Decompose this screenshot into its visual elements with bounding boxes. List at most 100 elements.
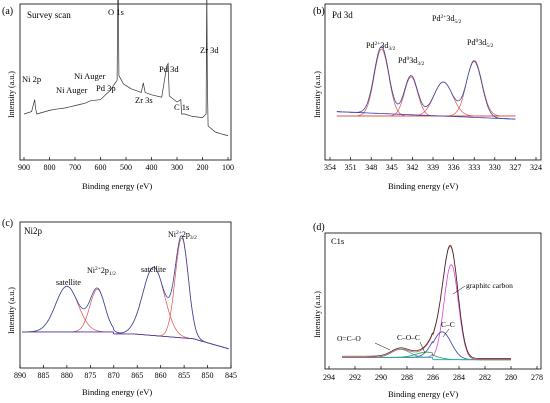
panel-b-xtick-label: 327 — [509, 163, 521, 172]
ni2p-peak-label-2: Ni2+2p3/2 — [168, 230, 197, 241]
panel-a-title: Survey scan — [27, 10, 71, 20]
annotation-pd3d: Pd 3d — [159, 64, 179, 74]
panel-b-xtick-label: 339 — [427, 163, 439, 172]
ni2p-experimental — [22, 235, 229, 350]
pd3d-envelope — [336, 46, 516, 120]
panel-d-xtick-label: 280 — [505, 373, 517, 382]
pd3d-peak-label-4: Pd03d5/2 — [467, 38, 493, 49]
panel-b-ylabel: Intensity (a.u.) — [313, 71, 322, 118]
ni2p-satellite-label-1: satellite — [56, 278, 81, 287]
panel-c-xtick-label: 850 — [202, 371, 214, 380]
ni2p-component-3 — [22, 266, 229, 350]
panel-a-xtick-label: 500 — [120, 163, 132, 172]
pd3d-peak-label-2: Pd03d3/2 — [398, 56, 424, 67]
c1s-leader-2 — [442, 328, 450, 338]
pd3d-component-4 — [336, 59, 516, 117]
ni2p-satellite-label-2: satellite — [141, 265, 166, 274]
panel-d-xtick-label: 282 — [479, 373, 491, 382]
annotation-pd3p: Pd 3p — [96, 83, 116, 93]
panel-a-xtick-label: 300 — [171, 163, 183, 172]
panel-b-xlabel: Binding energy (eV) — [388, 181, 458, 191]
panel-b-xtick-label: 336 — [448, 163, 460, 172]
panel-d-xtick-label: 288 — [401, 373, 413, 382]
c1s-peak-label-1: graphitc carbon — [466, 281, 513, 290]
panel-d-xtick-label: 290 — [375, 373, 387, 382]
annotation-o1s: O 1s — [108, 7, 124, 17]
panel-d-title: C1s — [331, 236, 344, 246]
panel-c-label: (c) — [2, 218, 13, 229]
panel-c-title: Ni2p — [24, 226, 43, 236]
ni2p-background — [22, 331, 229, 350]
panel-a-xtick-label: 800 — [44, 163, 56, 172]
panel-d-ylabel: Intensity (a.u.) — [313, 291, 322, 338]
panel-a-xtick-label: 200 — [197, 163, 209, 172]
panel-d-xlabel: Binding energy (eV) — [388, 389, 458, 399]
panel-b-xtick-label: 354 — [324, 163, 336, 172]
panel-d-label: (d) — [313, 222, 325, 233]
c1s-peak-label-2: C–C — [441, 320, 455, 329]
panel-d-xtick-label: 284 — [453, 373, 465, 382]
panel-a-survey-scan: 900 800 700 600 500 400 300 200 100 (a) Survey s… — [2, 0, 234, 191]
panel-c-xtick-label: 855 — [178, 371, 190, 380]
panel-b-xtick-label: 351 — [345, 163, 357, 172]
c1s-peak-label-4: O=C–O — [337, 334, 361, 343]
panel-a-label: (a) — [2, 6, 13, 17]
panel-c-xtick-label: 865 — [131, 371, 143, 380]
panel-d-xtick-label: 292 — [349, 373, 361, 382]
panel-a-frame — [19, 3, 232, 161]
panel-c-ni2p: 890 885 880 875 870 865 860 855 850 845 (c) Ni2p … — [2, 218, 237, 397]
annotation-c1s: C 1s — [174, 102, 189, 112]
pd3d-component-3 — [336, 81, 516, 117]
ni2p-component-1 — [22, 286, 229, 350]
panel-c-xtick-label: 875 — [84, 371, 96, 380]
ni2p-peak-label-1: Ni2+2p1/2 — [87, 266, 116, 277]
c1s-envelope — [342, 245, 511, 361]
survey-spectrum-line — [23, 0, 229, 136]
annotation-zr3d: Zr 3d — [200, 45, 219, 55]
pd3d-background — [336, 111, 516, 120]
panel-a-xlabel: Binding energy (eV) — [82, 181, 152, 191]
panel-a-xtick-label: 600 — [95, 163, 107, 172]
panel-c-xtick-label: 890 — [14, 371, 26, 380]
panel-a-xtick-label: 100 — [222, 163, 234, 172]
panel-b-xtick-label: 342 — [406, 163, 418, 172]
panel-c-xlabel: Binding energy (eV) — [82, 387, 152, 397]
panel-a-xtick-label: 700 — [69, 163, 81, 172]
panel-d-xtick-label: 286 — [427, 373, 439, 382]
c1s-leader-1 — [452, 285, 466, 295]
pd3d-peak-label-1: Pd2+3d3/2 — [366, 41, 396, 52]
pd3d-peak-label-3: Pd2+3d5/2 — [432, 14, 462, 25]
panel-c-xtick-label: 870 — [108, 371, 120, 380]
panel-d-xtick-label: 294 — [323, 373, 335, 382]
c1s-leader-4 — [374, 342, 391, 351]
panel-d-c1s: 294 292 290 288 286 284 282 280 278 (d) C1s grap… — [313, 222, 543, 399]
panel-a-xtick-label: 900 — [18, 163, 30, 172]
panel-d-xtick-label: 278 — [531, 373, 543, 382]
panel-b-title: Pd 3d — [332, 10, 353, 20]
c1s-leader-3 — [419, 341, 426, 354]
panel-c-xtick-label: 885 — [37, 371, 49, 380]
c1s-experimental — [342, 244, 511, 359]
pd3d-experimental — [336, 46, 516, 120]
panel-c-frame — [19, 221, 232, 369]
panel-b-label: (b) — [313, 6, 325, 17]
panel-b-xtick-label: 345 — [386, 163, 398, 172]
panel-c-xtick-label: 880 — [61, 371, 73, 380]
annotation-ni-auger-1: Ni Auger — [56, 85, 88, 95]
panel-c-xtick-label: 845 — [225, 371, 237, 380]
annotation-ni2p: Ni 2p — [22, 74, 41, 84]
annotation-zr3s: Zr 3s — [135, 95, 153, 105]
panel-c-ylabel: Intensity (a.u.) — [7, 287, 16, 334]
panel-b-xtick-label: 324 — [530, 163, 542, 172]
panel-d-frame — [324, 232, 542, 370]
panel-a-xtick-label: 400 — [146, 163, 158, 172]
panel-b-xtick-label: 330 — [489, 163, 501, 172]
panel-b-pd3d: 354 351 348 345 342 339 336 333 330 327 324 (b) Pd… — [313, 3, 542, 191]
panel-b-xtick-label: 348 — [365, 163, 377, 172]
panel-b-xtick-label: 333 — [468, 163, 480, 172]
annotation-ni-auger-2: Ni Auger — [74, 71, 106, 81]
panel-a-ylabel: Intensity (a.u.) — [7, 71, 16, 118]
panel-c-xtick-label: 860 — [155, 371, 167, 380]
c1s-peak-label-3: C–O–C — [397, 333, 420, 342]
